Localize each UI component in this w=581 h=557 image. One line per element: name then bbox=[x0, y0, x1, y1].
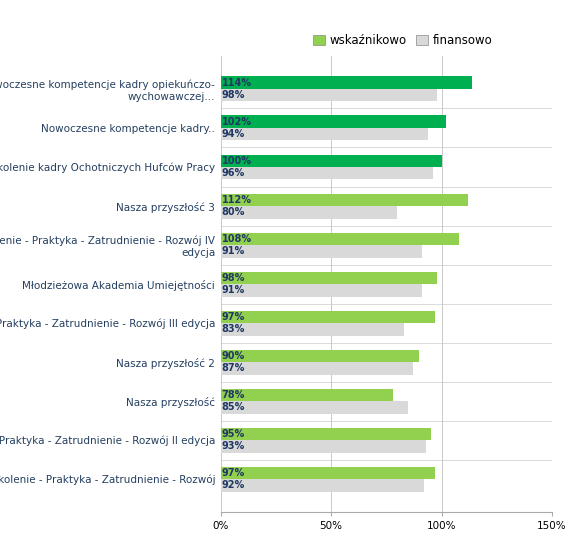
Bar bbox=[221, 233, 459, 245]
Bar bbox=[221, 245, 422, 257]
Bar bbox=[221, 467, 435, 479]
Text: 96%: 96% bbox=[221, 168, 245, 178]
Bar bbox=[221, 284, 422, 296]
Bar bbox=[221, 89, 437, 101]
Bar bbox=[221, 167, 433, 179]
Bar bbox=[221, 115, 446, 128]
Text: 114%: 114% bbox=[221, 78, 252, 87]
Bar bbox=[221, 193, 468, 206]
Text: 87%: 87% bbox=[221, 363, 245, 373]
Legend: wskaźnikowo, finansowo: wskaźnikowo, finansowo bbox=[309, 30, 497, 52]
Text: 90%: 90% bbox=[221, 351, 245, 361]
Bar bbox=[221, 128, 428, 140]
Text: 92%: 92% bbox=[221, 481, 245, 490]
Text: 102%: 102% bbox=[221, 117, 252, 127]
Bar bbox=[221, 362, 413, 375]
Text: 94%: 94% bbox=[221, 129, 245, 139]
Bar bbox=[221, 272, 437, 284]
Text: 80%: 80% bbox=[221, 207, 245, 217]
Bar bbox=[221, 389, 393, 401]
Bar bbox=[221, 76, 472, 89]
Text: 108%: 108% bbox=[221, 234, 252, 244]
Text: 100%: 100% bbox=[221, 156, 252, 166]
Text: 85%: 85% bbox=[221, 402, 245, 412]
Text: 91%: 91% bbox=[221, 246, 245, 256]
Text: 97%: 97% bbox=[221, 312, 245, 322]
Text: 98%: 98% bbox=[221, 90, 245, 100]
Text: 83%: 83% bbox=[221, 324, 245, 334]
Text: 98%: 98% bbox=[221, 273, 245, 283]
Bar bbox=[221, 206, 397, 218]
Bar bbox=[221, 401, 408, 414]
Bar bbox=[221, 440, 426, 453]
Bar bbox=[221, 311, 435, 323]
Bar bbox=[221, 428, 431, 440]
Text: 112%: 112% bbox=[221, 195, 252, 205]
Text: 91%: 91% bbox=[221, 285, 245, 295]
Text: 95%: 95% bbox=[221, 429, 245, 439]
Bar bbox=[221, 154, 442, 167]
Bar bbox=[221, 479, 424, 492]
Text: 78%: 78% bbox=[221, 390, 245, 400]
Text: 93%: 93% bbox=[221, 441, 245, 451]
Bar bbox=[221, 350, 419, 362]
Bar bbox=[221, 323, 404, 335]
Text: 97%: 97% bbox=[221, 468, 245, 478]
